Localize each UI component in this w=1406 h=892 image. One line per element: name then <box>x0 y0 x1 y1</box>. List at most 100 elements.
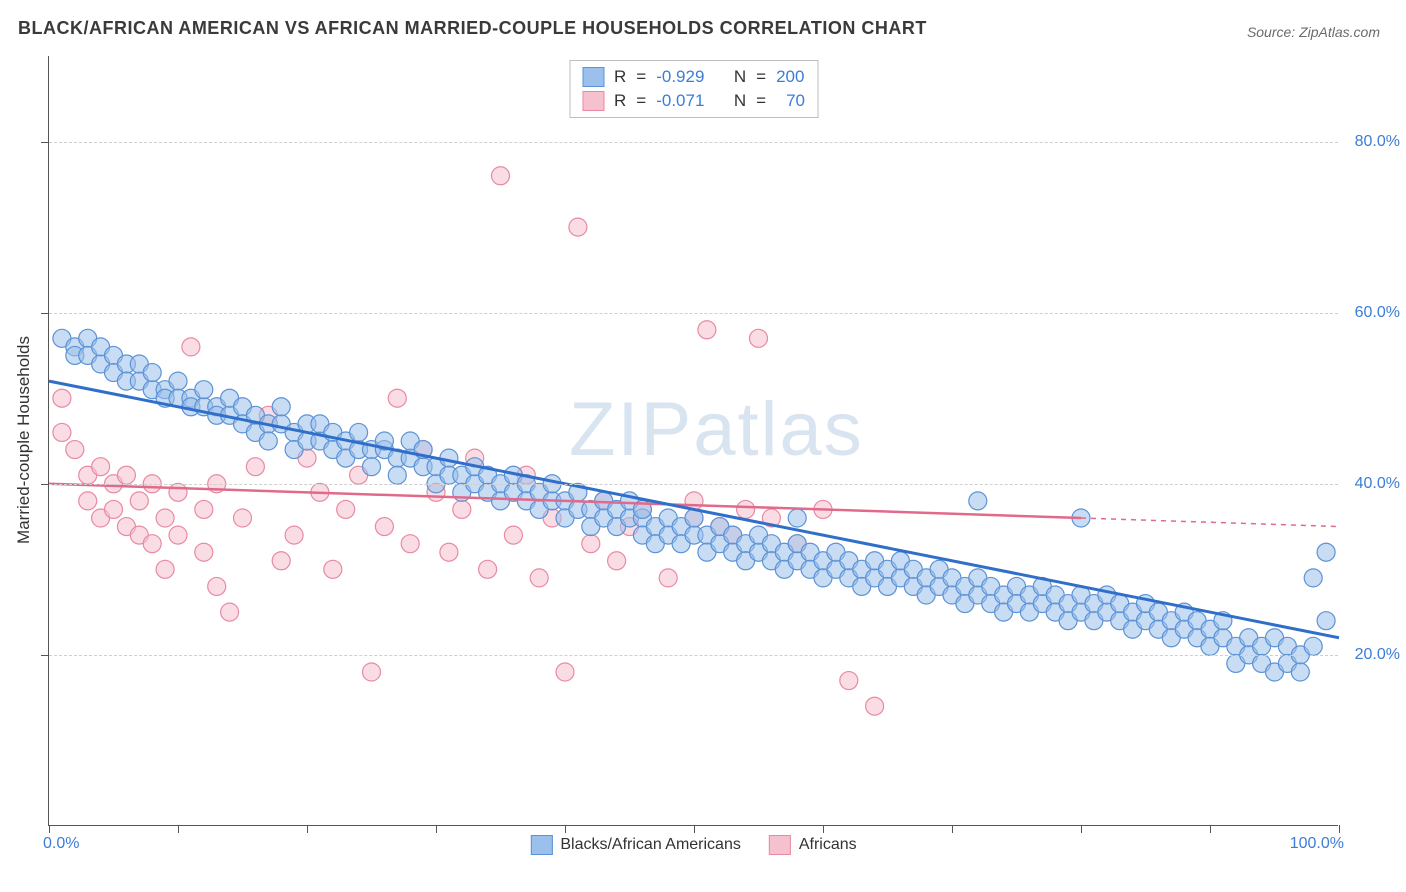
r-label: R <box>614 67 626 87</box>
n-label: N <box>734 91 746 111</box>
scatter-point <box>208 577 226 595</box>
scatter-point <box>1304 569 1322 587</box>
scatter-point <box>246 458 264 476</box>
scatter-point <box>504 526 522 544</box>
y-tick-label: 40.0% <box>1344 475 1400 493</box>
scatter-point <box>324 560 342 578</box>
scatter-point <box>582 535 600 553</box>
gridline <box>49 313 1338 314</box>
scatter-point <box>1291 663 1309 681</box>
scatter-point <box>1317 612 1335 630</box>
scatter-point <box>698 321 716 339</box>
scatter-point <box>453 500 471 518</box>
legend-row-blue: R= -0.929 N= 200 <box>582 65 805 89</box>
scatter-point <box>272 552 290 570</box>
n-value: 200 <box>776 67 804 87</box>
legend-item-pink: Africans <box>769 835 857 855</box>
scatter-point <box>156 560 174 578</box>
x-tick-mark <box>565 825 566 833</box>
x-tick-max: 100.0% <box>1290 835 1344 853</box>
scatter-point <box>66 441 84 459</box>
swatch-blue <box>530 835 552 855</box>
r-label: R <box>614 91 626 111</box>
scatter-point <box>969 492 987 510</box>
scatter-point <box>143 364 161 382</box>
x-tick-mark <box>1210 825 1211 833</box>
scatter-point <box>182 338 200 356</box>
scatter-point <box>53 389 71 407</box>
trend-line-extrapolated <box>1081 518 1339 527</box>
chart-title: BLACK/AFRICAN AMERICAN VS AFRICAN MARRIE… <box>18 18 927 39</box>
scatter-point <box>195 543 213 561</box>
scatter-point <box>221 603 239 621</box>
scatter-point <box>530 569 548 587</box>
scatter-point <box>169 483 187 501</box>
scatter-point <box>866 697 884 715</box>
scatter-point <box>750 329 768 347</box>
n-label: N <box>734 67 746 87</box>
scatter-point <box>388 389 406 407</box>
scatter-point <box>401 535 419 553</box>
scatter-point <box>259 432 277 450</box>
x-tick-mark <box>694 825 695 833</box>
scatter-point <box>479 560 497 578</box>
scatter-point <box>143 535 161 553</box>
scatter-point <box>272 398 290 416</box>
scatter-point <box>79 492 97 510</box>
x-tick-mark <box>307 825 308 833</box>
scatter-point <box>169 372 187 390</box>
scatter-point <box>737 500 755 518</box>
scatter-plot-svg <box>49 56 1338 825</box>
y-axis-label: Married-couple Households <box>14 336 34 544</box>
scatter-point <box>1317 543 1335 561</box>
scatter-point <box>840 672 858 690</box>
scatter-point <box>363 663 381 681</box>
x-tick-mark <box>436 825 437 833</box>
legend-item-blue: Blacks/African Americans <box>530 835 741 855</box>
y-tick-label: 80.0% <box>1344 133 1400 151</box>
scatter-point <box>659 569 677 587</box>
r-value: -0.929 <box>656 67 704 87</box>
scatter-point <box>169 526 187 544</box>
x-tick-mark <box>952 825 953 833</box>
y-tick-label: 60.0% <box>1344 304 1400 322</box>
scatter-point <box>130 492 148 510</box>
scatter-point <box>117 466 135 484</box>
scatter-point <box>195 381 213 399</box>
scatter-point <box>1304 637 1322 655</box>
scatter-point <box>388 466 406 484</box>
legend-row-pink: R= -0.071 N= 70 <box>582 89 805 113</box>
scatter-point <box>375 518 393 536</box>
scatter-point <box>440 543 458 561</box>
scatter-point <box>492 167 510 185</box>
scatter-point <box>92 458 110 476</box>
scatter-point <box>285 526 303 544</box>
legend-label: Africans <box>799 836 857 854</box>
x-tick-min: 0.0% <box>43 835 79 853</box>
scatter-point <box>608 552 626 570</box>
scatter-point <box>569 218 587 236</box>
scatter-point <box>337 500 355 518</box>
gridline <box>49 655 1338 656</box>
scatter-point <box>105 500 123 518</box>
correlation-legend: R= -0.929 N= 200 R= -0.071 N= 70 <box>569 60 818 118</box>
scatter-point <box>350 423 368 441</box>
x-tick-mark <box>178 825 179 833</box>
n-value: 70 <box>776 91 805 111</box>
gridline <box>49 484 1338 485</box>
scatter-point <box>556 663 574 681</box>
swatch-pink <box>769 835 791 855</box>
series-legend: Blacks/African Americans Africans <box>530 835 856 855</box>
x-tick-mark <box>49 825 50 833</box>
x-tick-mark <box>1081 825 1082 833</box>
scatter-point <box>788 509 806 527</box>
scatter-point <box>234 509 252 527</box>
scatter-point <box>53 423 71 441</box>
scatter-point <box>363 458 381 476</box>
legend-label: Blacks/African Americans <box>560 836 741 854</box>
source-label: Source: ZipAtlas.com <box>1247 24 1380 40</box>
gridline <box>49 142 1338 143</box>
y-tick-label: 20.0% <box>1344 646 1400 664</box>
chart-area: ZIPatlas R= -0.929 N= 200 R= -0.071 N= 7… <box>48 56 1338 826</box>
swatch-blue <box>582 67 604 87</box>
